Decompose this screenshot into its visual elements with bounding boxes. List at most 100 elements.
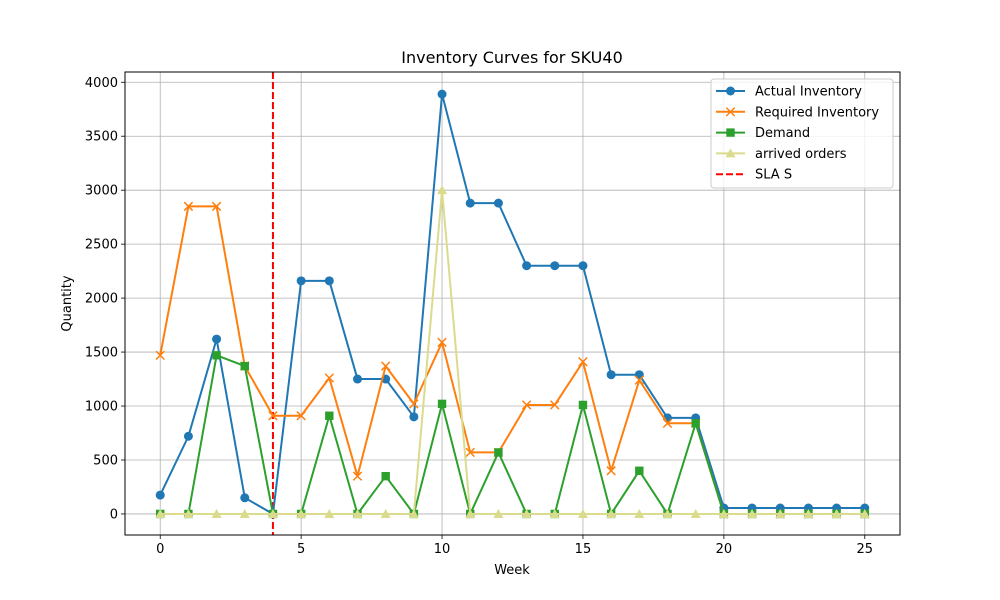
legend-swatch-marker	[726, 86, 735, 96]
legend-frame	[710, 78, 894, 189]
actual-inventory-point	[353, 374, 362, 384]
arrived-orders-point	[352, 508, 363, 518]
actual-inventory-point	[578, 261, 588, 271]
x-axis-ticks: 0 5 10 15 20 25	[156, 535, 873, 557]
arrived-orders-point	[155, 508, 166, 518]
actual-inventory-point	[183, 431, 193, 441]
demand-point	[494, 448, 503, 457]
grid	[125, 72, 900, 535]
actual-inventory-point	[550, 261, 560, 271]
legend-label: arrived orders	[755, 147, 847, 162]
legend-item-required-inventory: Required Inventory	[716, 105, 879, 120]
x-tick-label: 20	[716, 542, 733, 557]
demand-point	[437, 399, 447, 409]
y-tick-label: 4000	[85, 76, 118, 91]
arrived-orders-point	[521, 508, 532, 518]
y-axis-ticks: 0 500 1000 1500 2000 2500 3000 3500 4000	[85, 76, 125, 522]
required-inventory-point	[662, 418, 673, 429]
y-tick-label: 2500	[85, 238, 118, 253]
y-tick-label: 1000	[85, 400, 118, 415]
required-inventory-point	[324, 373, 335, 383]
required-inventory-point	[268, 411, 278, 421]
legend-label: Demand	[755, 126, 810, 141]
x-axis-label: Week	[494, 563, 530, 578]
actual-inventory-point	[155, 490, 165, 500]
y-tick-label: 3500	[85, 130, 118, 145]
required-inventory-point	[634, 375, 645, 385]
actual-inventory-point	[606, 370, 616, 380]
legend-item-actual-inventory: Actual Inventory	[716, 85, 862, 100]
arrived-orders-point	[775, 508, 786, 518]
y-tick-label: 1500	[85, 346, 118, 361]
arrived-orders-point	[747, 508, 758, 518]
plot-frame	[124, 71, 901, 536]
required-inventory-point	[606, 466, 616, 476]
arrived-orders-point	[465, 508, 476, 518]
required-inventory-point	[155, 350, 165, 361]
arrived-orders-point	[380, 508, 391, 518]
required-inventory-point	[380, 361, 391, 371]
required-inventory-point	[437, 337, 447, 348]
y-axis-label: Quantity	[60, 275, 75, 331]
demand-point	[381, 471, 390, 481]
actual-inventory-point	[324, 276, 334, 286]
x-tick-label: 25	[856, 542, 873, 557]
required-inventory-point	[352, 471, 363, 481]
y-tick-label: 500	[93, 453, 118, 468]
legend-item-arrived-orders: arrived orders	[716, 147, 847, 162]
arrived-orders-point	[690, 508, 701, 518]
demand-point	[578, 400, 588, 410]
arrived-orders-point	[803, 508, 814, 518]
x-tick-label: 15	[575, 542, 592, 557]
x-tick-label: 5	[297, 542, 305, 557]
actual-inventory-point	[465, 198, 475, 208]
arrived-orders-point	[296, 508, 307, 518]
arrived-orders-point	[493, 508, 504, 518]
required-inventory-point	[409, 399, 419, 409]
required-inventory-point	[521, 400, 532, 410]
arrived-orders-point	[211, 508, 222, 518]
legend-item-demand: Demand	[716, 126, 810, 141]
actual-inventory-point	[240, 493, 250, 503]
demand-point	[212, 351, 221, 360]
arrived-orders-point	[239, 508, 250, 518]
required-inventory-point	[550, 400, 560, 410]
actual-inventory-point	[493, 198, 503, 208]
arrived-orders-point	[606, 508, 617, 518]
x-tick-label: 0	[156, 542, 164, 557]
arrived-orders-point	[437, 185, 448, 195]
actual-inventory-point	[437, 89, 447, 99]
actual-inventory-point	[296, 276, 306, 286]
arrived-orders-point	[662, 508, 673, 518]
y-tick-label: 3000	[85, 184, 118, 199]
series-arrived-orders	[155, 185, 870, 518]
required-inventory-point	[578, 357, 588, 367]
legend-swatch-marker	[726, 128, 735, 137]
arrived-orders-point	[634, 508, 645, 518]
series-layer	[155, 89, 870, 519]
legend-item-sla-s: SLA S	[716, 168, 792, 183]
required-inventory-point	[183, 201, 194, 212]
demand-point	[691, 419, 700, 428]
demand-point	[325, 411, 334, 420]
x-tick-label: 10	[434, 542, 451, 557]
y-tick-label: 2000	[85, 292, 118, 307]
actual-inventory-point	[212, 334, 222, 344]
required-inventory-point	[465, 447, 475, 458]
actual-inventory-point	[409, 412, 419, 422]
arrived-orders-point	[577, 508, 588, 518]
arrived-orders-point	[183, 508, 194, 518]
actual-inventory-point	[522, 261, 532, 271]
arrived-orders-point	[267, 508, 278, 518]
required-inventory-point	[296, 411, 306, 421]
arrived-orders-point	[324, 508, 335, 518]
demand-point	[240, 361, 249, 371]
series-actual-inventory	[155, 89, 870, 519]
required-inventory-point	[211, 201, 222, 212]
arrived-orders-line	[160, 189, 865, 515]
chart-title: Inventory Curves for SKU40	[401, 48, 623, 67]
y-tick-label: 0	[110, 507, 118, 522]
legend: Actual Inventory Required Inventory Demand…	[710, 78, 894, 189]
legend-label: Actual Inventory	[755, 85, 862, 100]
